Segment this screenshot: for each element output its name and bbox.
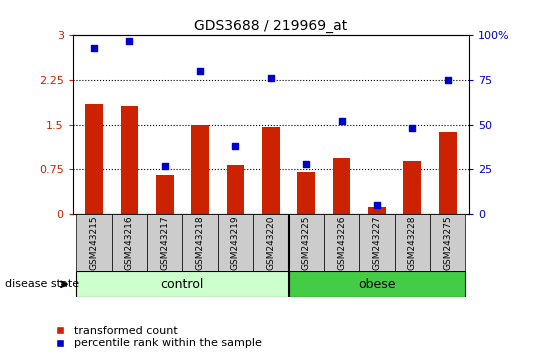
Bar [298,172,315,214]
Text: GSM243218: GSM243218 [196,215,205,270]
Bar [191,125,209,214]
Point [408,126,417,131]
Bar [404,161,421,214]
Bar [333,158,350,214]
Point [161,163,169,169]
Text: GSM243226: GSM243226 [337,215,346,270]
Point [372,202,381,208]
Point [231,143,240,149]
Point [196,68,204,74]
Point [125,38,134,44]
Bar [218,214,253,271]
Bar [262,127,280,214]
Text: GSM243216: GSM243216 [125,215,134,270]
Point [302,161,310,167]
Bar [121,106,138,214]
Bar [226,165,244,214]
Text: GSM243275: GSM243275 [443,215,452,270]
Point [444,77,452,83]
Text: GSM243220: GSM243220 [266,215,275,270]
Legend: transformed count, percentile rank within the sample: transformed count, percentile rank withi… [54,326,262,348]
Bar [324,214,360,271]
Text: disease state: disease state [5,279,80,289]
Point [267,75,275,81]
Bar [288,271,465,297]
Text: obese: obese [358,278,396,291]
Bar [156,176,174,214]
Bar [288,214,324,271]
Text: GSM243219: GSM243219 [231,215,240,270]
Title: GDS3688 / 219969_at: GDS3688 / 219969_at [194,19,348,33]
Point [89,45,98,51]
Bar [430,214,465,271]
Bar [85,104,103,214]
Text: GSM243227: GSM243227 [372,215,382,270]
Bar [360,214,395,271]
Text: GSM243225: GSM243225 [302,215,310,270]
Text: GSM243215: GSM243215 [89,215,99,270]
Bar [112,214,147,271]
Bar [77,214,112,271]
Bar [395,214,430,271]
Bar [253,214,288,271]
Bar [77,271,288,297]
Bar [368,207,386,214]
Bar [182,214,218,271]
Text: control: control [161,278,204,291]
Text: GSM243228: GSM243228 [408,215,417,270]
Bar [439,132,457,214]
Bar [147,214,182,271]
Point [337,118,346,124]
Text: GSM243217: GSM243217 [160,215,169,270]
